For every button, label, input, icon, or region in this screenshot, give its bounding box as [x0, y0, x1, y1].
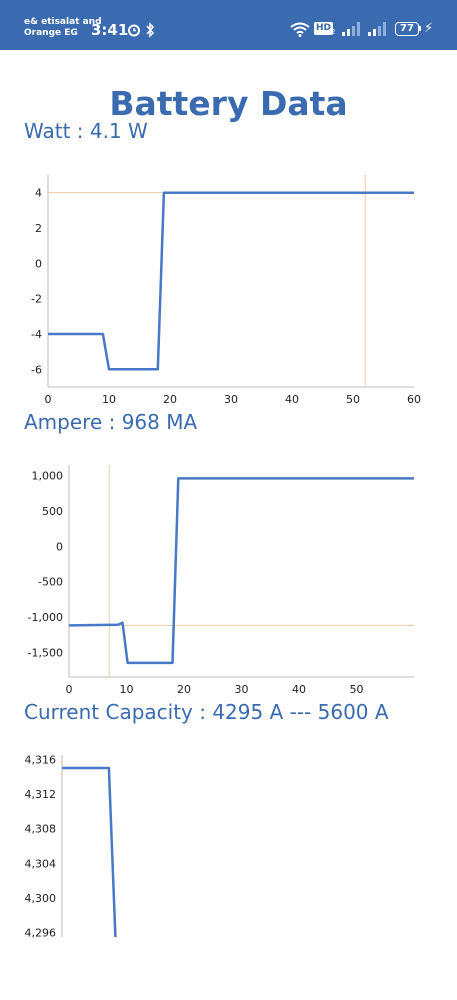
- y-tick-label: 0: [56, 540, 63, 553]
- x-tick-label: 40: [285, 393, 299, 406]
- signal-icon-2: [368, 22, 386, 36]
- y-tick-label: 4: [35, 187, 42, 200]
- series-line: [48, 191, 414, 371]
- x-tick-label: 10: [120, 683, 134, 696]
- clock: 3:41: [91, 21, 129, 39]
- x-tick-label: 50: [350, 683, 364, 696]
- charging-icon: ⚡: [424, 21, 434, 36]
- x-tick-label: 0: [66, 683, 73, 696]
- x-tick-label: 20: [177, 683, 191, 696]
- y-tick-label: 4,316: [25, 753, 57, 766]
- page-title: Battery Data: [109, 84, 348, 123]
- battery-tip: [419, 26, 421, 31]
- y-tick-label: 4,304: [25, 857, 57, 870]
- y-tick-label: -1,500: [28, 646, 63, 659]
- x-tick-label: 10: [102, 393, 116, 406]
- y-tick-label: -4: [31, 328, 42, 341]
- y-tick-label: 0: [35, 257, 42, 270]
- y-tick-label: 4,308: [25, 823, 57, 836]
- hd-icon: HD: [314, 22, 334, 35]
- battery-icon: 77: [395, 22, 419, 36]
- y-tick-label: -2: [31, 293, 42, 306]
- bluetooth-icon: [146, 22, 155, 38]
- hd-sub-label: 2: [331, 28, 336, 36]
- y-tick-label: 1,000: [32, 470, 64, 483]
- watt-label: Watt : 4.1 W: [24, 119, 148, 143]
- series-line: [62, 766, 117, 938]
- y-tick-label: 4,312: [25, 788, 57, 801]
- y-tick-label: 2: [35, 222, 42, 235]
- status-bar: e& etisalat and Orange EG 3:41 HD 2 77 ⚡: [0, 0, 457, 50]
- wifi-icon: [290, 22, 310, 37]
- x-tick-label: 30: [224, 393, 238, 406]
- y-tick-label: -500: [38, 576, 63, 589]
- x-tick-label: 30: [235, 683, 249, 696]
- y-tick-label: 4,296: [25, 927, 57, 940]
- capacity-label: Current Capacity : 4295 A --- 5600 A: [24, 700, 389, 724]
- watt-chart[interactable]: 420-2-4-60 10 20 30 40 50 60: [0, 170, 457, 410]
- x-tick-label: 0: [45, 393, 52, 406]
- y-tick-label: 500: [42, 505, 63, 518]
- series-line: [68, 477, 414, 665]
- x-tick-label: 60: [407, 393, 421, 406]
- signal-icon: [342, 22, 360, 36]
- ampere-label: Ampere : 968 MA: [24, 410, 198, 434]
- y-tick-label: -1,000: [28, 611, 63, 624]
- x-tick-label: 50: [346, 393, 360, 406]
- carrier-name: e& etisalat and Orange EG: [24, 17, 102, 38]
- x-tick-label: 40: [292, 683, 306, 696]
- alarm-icon: [128, 24, 140, 37]
- ampere-chart[interactable]: 1,000 500 0 -500 -1,000 -1,500 0 10 20 30 40 50: [0, 460, 457, 705]
- x-tick-label: 20: [163, 393, 177, 406]
- y-tick-label: -6: [31, 363, 42, 376]
- capacity-chart[interactable]: 4,316 4,312 4,308 4,304 4,300 4,296: [0, 750, 457, 950]
- y-tick-label: 4,300: [25, 892, 57, 905]
